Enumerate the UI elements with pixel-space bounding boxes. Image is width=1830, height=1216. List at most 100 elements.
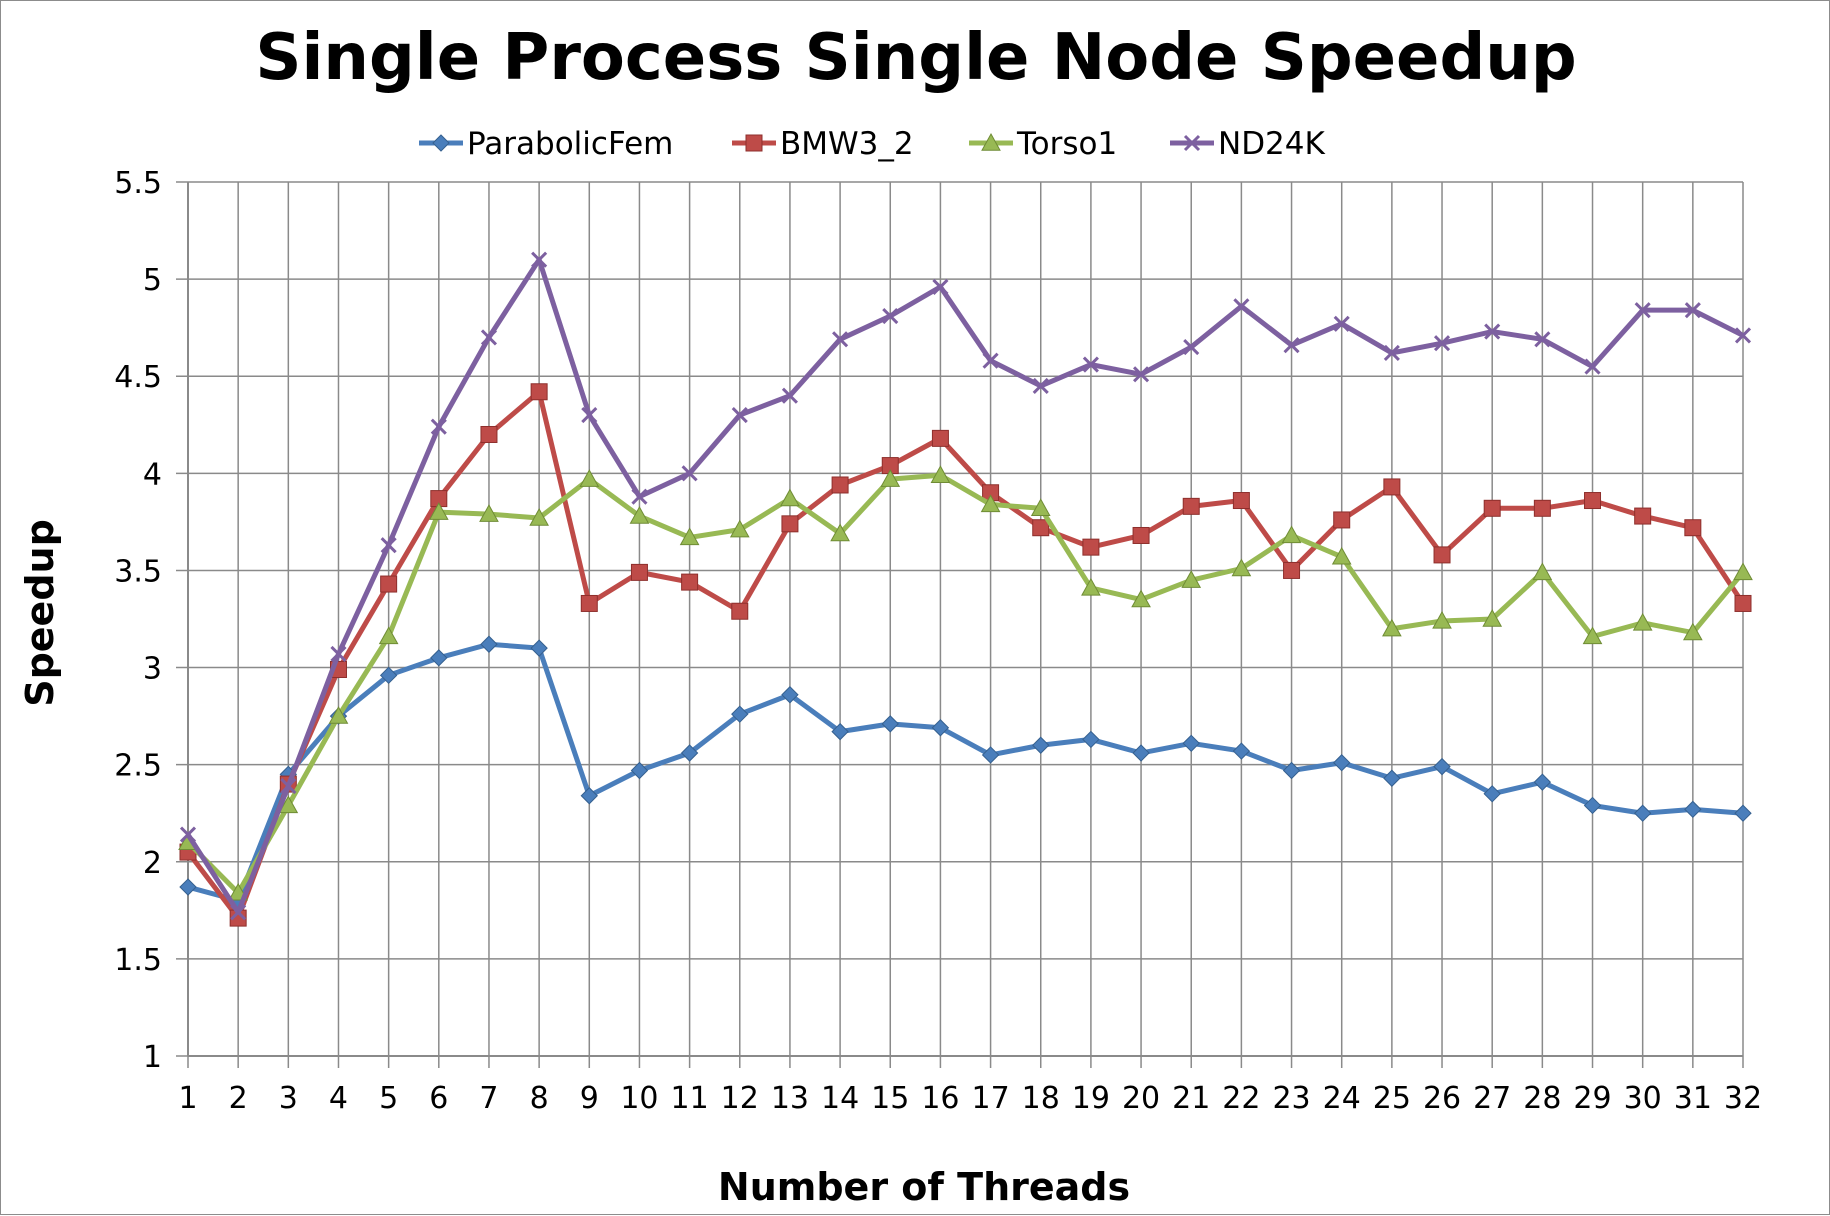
y-tick-label: 5.5 xyxy=(114,166,162,201)
data-point-square xyxy=(1734,594,1752,612)
data-point-x xyxy=(1484,323,1501,340)
data-point-x xyxy=(380,537,397,554)
data-point-triangle xyxy=(880,469,901,487)
y-axis-ticks: 1 1.5 2 2.5 3 3.5 4 4.5 5 5.5 xyxy=(114,166,162,1075)
data-point-diamond xyxy=(731,705,749,723)
y-tick-label: 1 xyxy=(143,1040,162,1075)
data-point-x xyxy=(1534,331,1551,348)
data-point-square xyxy=(931,429,949,447)
data-point-diamond xyxy=(1583,796,1602,815)
x-axis-ticks: 1 2 3 4 5 6 7 8 9 10 11 12 13 14 15 16 17 18 19 20 21 22 23 24 2… xyxy=(178,1081,1762,1116)
data-point-x xyxy=(1684,302,1701,319)
data-point-square xyxy=(1383,478,1401,496)
series-line xyxy=(185,257,1745,915)
data-point-square xyxy=(831,476,849,494)
data-point-diamond xyxy=(179,878,197,896)
data-point-diamond xyxy=(1734,804,1752,822)
data-point-diamond xyxy=(680,744,699,762)
y-tick-label: 4.5 xyxy=(114,360,162,395)
x-tick-label: 15 xyxy=(871,1081,909,1116)
data-point-x xyxy=(1584,358,1601,375)
x-tick-label: 1 xyxy=(178,1081,197,1116)
data-point-x xyxy=(179,826,197,843)
data-point-diamond xyxy=(1433,757,1451,776)
data-point-square xyxy=(1433,546,1451,564)
y-axis-title: Speedup xyxy=(18,519,62,707)
data-point-triangle xyxy=(1733,562,1753,581)
x-tick-label: 27 xyxy=(1473,1081,1511,1116)
data-point-square xyxy=(580,594,598,612)
x-tick-label: 29 xyxy=(1573,1081,1611,1116)
y-tick-label: 5 xyxy=(143,263,162,298)
data-point-diamond xyxy=(1132,744,1150,762)
data-point-triangle xyxy=(1532,562,1553,581)
data-point-diamond xyxy=(432,134,450,152)
data-point-diamond xyxy=(1533,773,1552,791)
data-point-x xyxy=(330,645,347,663)
legend-item: BMW3_2 xyxy=(732,126,914,162)
data-point-diamond xyxy=(430,649,448,667)
x-tick-label: 26 xyxy=(1423,1081,1461,1116)
data-point-diamond xyxy=(1182,734,1200,753)
data-point-square xyxy=(480,425,498,443)
data-point-square xyxy=(380,575,398,593)
x-tick-label: 2 xyxy=(229,1081,248,1116)
data-point-square xyxy=(1634,507,1652,525)
data-point-x xyxy=(480,329,498,346)
data-point-x xyxy=(1082,356,1099,373)
y-tick-label: 3 xyxy=(143,652,162,687)
data-point-square xyxy=(781,515,799,533)
x-tick-label: 19 xyxy=(1072,1081,1110,1116)
data-point-diamond xyxy=(530,639,548,657)
data-point-triangle xyxy=(1181,570,1202,588)
x-tick-label: 14 xyxy=(821,1081,859,1116)
x-tick-label: 31 xyxy=(1674,1081,1712,1116)
data-point-x xyxy=(1233,298,1250,315)
data-point-triangle xyxy=(479,504,499,522)
data-point-triangle xyxy=(1131,589,1151,608)
data-point-diamond xyxy=(1082,730,1100,749)
x-tick-label: 22 xyxy=(1222,1081,1260,1116)
data-point-diamond xyxy=(881,715,899,733)
data-point-diamond xyxy=(1032,736,1050,754)
data-point-triangle xyxy=(1382,618,1402,637)
data-point-square xyxy=(1533,499,1551,517)
data-point-x xyxy=(1433,335,1451,352)
x-tick-label: 3 xyxy=(279,1081,298,1116)
data-point-triangle xyxy=(1632,612,1653,631)
x-tick-label: 7 xyxy=(479,1081,498,1116)
y-tick-label: 4 xyxy=(143,457,162,492)
series-line xyxy=(186,472,1745,896)
data-point-diamond xyxy=(1633,804,1652,822)
data-point-square xyxy=(530,383,548,401)
x-tick-label: 8 xyxy=(530,1081,549,1116)
legend-label: ND24K xyxy=(1218,126,1326,162)
data-point-triangle xyxy=(930,465,951,483)
data-point-square xyxy=(1182,497,1200,515)
data-point-x xyxy=(882,307,899,325)
data-point-triangle xyxy=(428,502,449,520)
data-point-triangle xyxy=(1482,608,1503,627)
data-point-triangle xyxy=(729,519,750,538)
data-point-diamond xyxy=(480,635,498,653)
data-point-x xyxy=(1283,337,1300,354)
data-point-square xyxy=(1232,492,1250,510)
data-point-diamond xyxy=(1483,785,1501,803)
data-point-square xyxy=(630,563,648,581)
x-tick-label: 11 xyxy=(671,1081,709,1116)
legend-item: ND24K xyxy=(1170,126,1326,162)
y-tick-label: 2 xyxy=(143,846,162,881)
data-point-triangle xyxy=(328,706,349,724)
legend-label: ParabolicFem xyxy=(467,126,673,162)
x-tick-label: 32 xyxy=(1724,1081,1762,1116)
x-tick-label: 30 xyxy=(1624,1081,1662,1116)
series-ParabolicFem xyxy=(179,635,1752,910)
data-point-triangle xyxy=(579,469,600,487)
x-axis-title: Number of Threads xyxy=(718,1165,1130,1209)
data-point-triangle xyxy=(1331,546,1352,565)
chart-title: Single Process Single Node Speedup xyxy=(255,21,1576,95)
data-point-square xyxy=(1132,526,1150,544)
x-tick-label: 4 xyxy=(329,1081,348,1116)
data-point-square xyxy=(1483,499,1501,517)
